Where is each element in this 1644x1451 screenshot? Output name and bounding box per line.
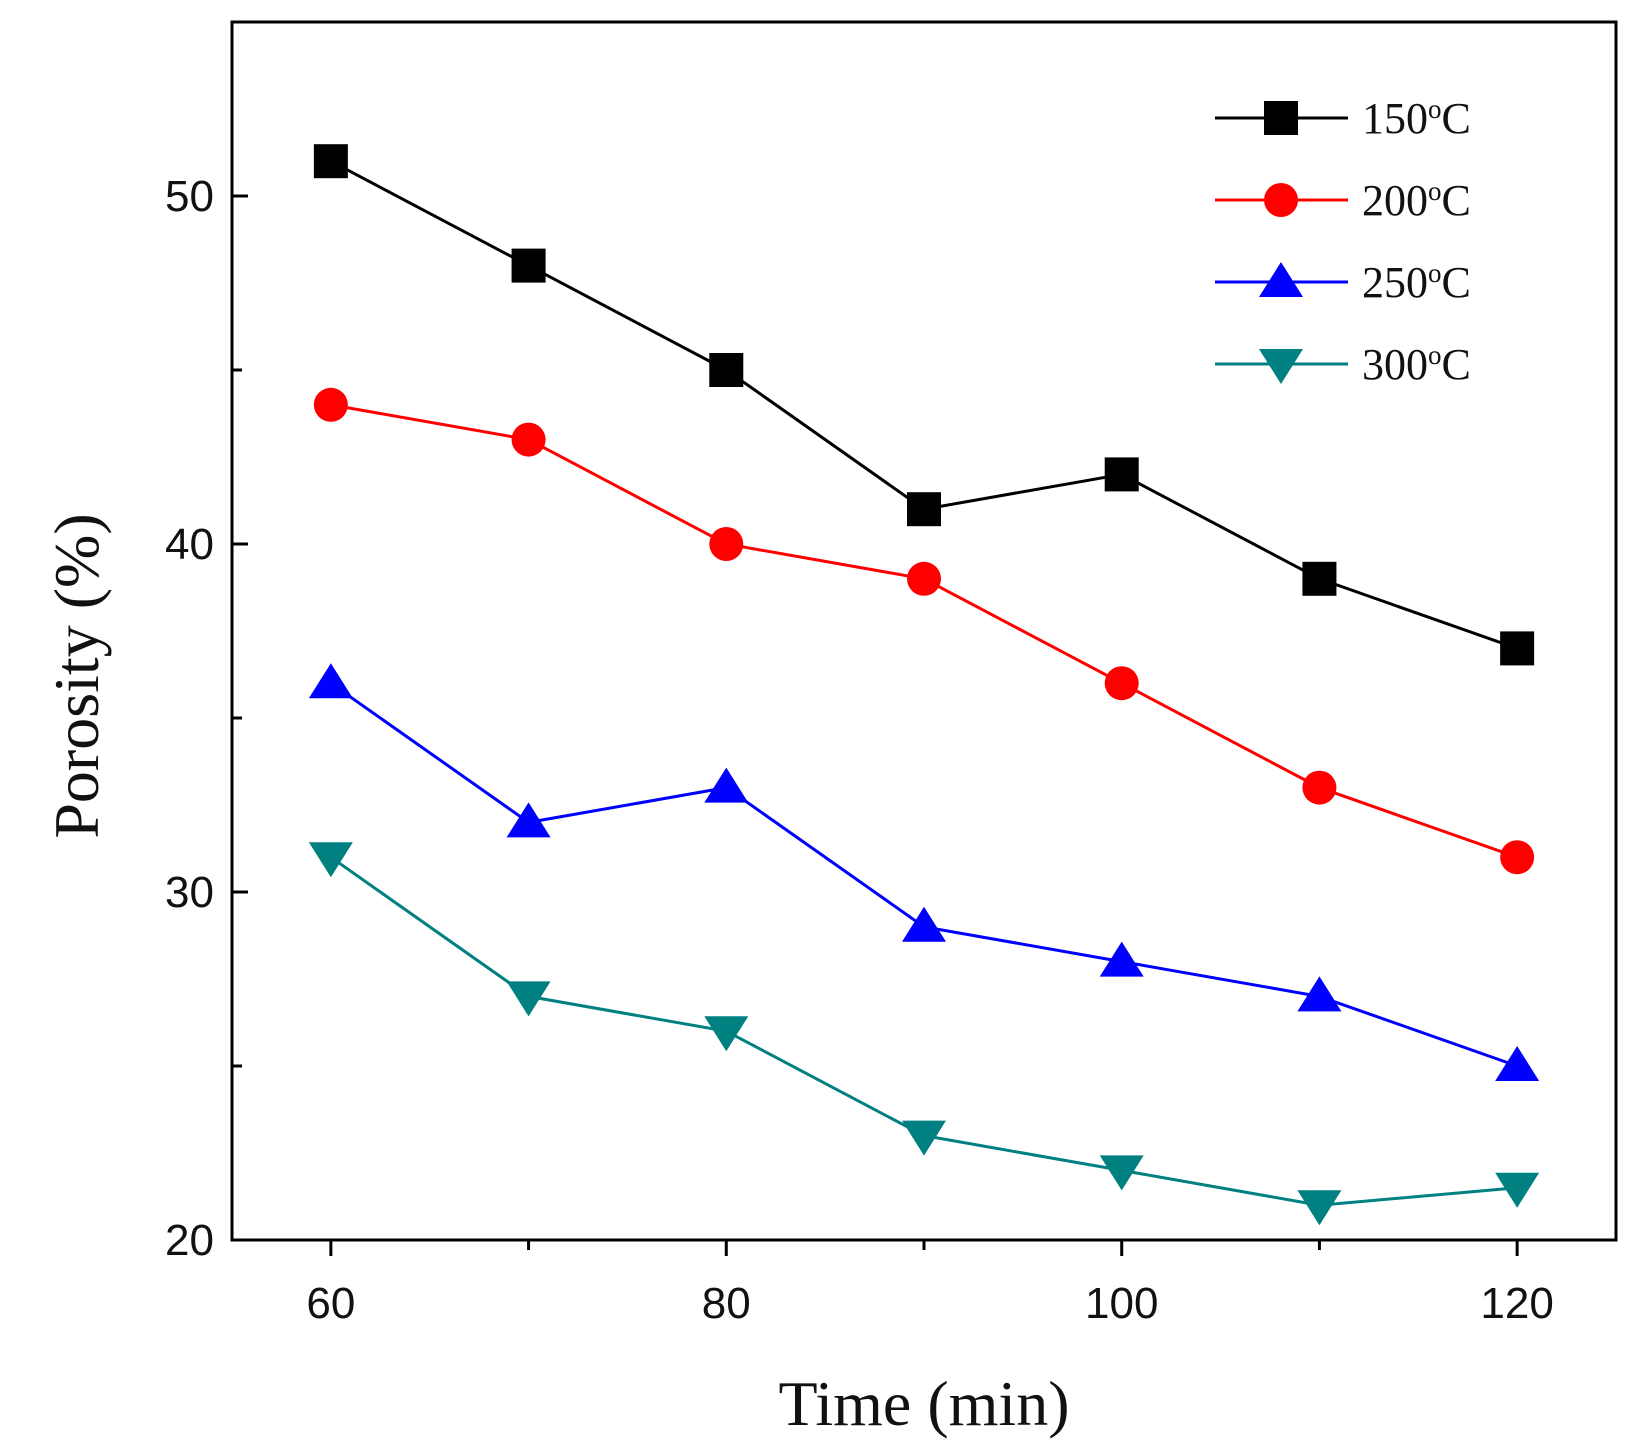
legend-marker [1264,183,1298,217]
legend-marker [1264,101,1298,135]
data-point [511,248,546,283]
x-tick-label: 120 [1480,1279,1553,1328]
legend-label: 250oC [1362,258,1471,307]
legend-label: 300oC [1362,340,1471,389]
data-point [506,981,551,1017]
data-point [313,387,348,422]
data-point [1500,840,1535,875]
legend-degree-mark: o [1428,258,1442,288]
y-tick-label: 20 [165,1216,214,1265]
series-layer [308,144,1540,1226]
x-tick-label: 80 [702,1279,751,1328]
legend-unit: C [1442,94,1471,143]
data-point [907,492,941,527]
legend-label: 150oC [1362,94,1471,143]
series-2 [313,387,1535,875]
series-3 [308,663,1540,1081]
series-1 [313,144,1535,666]
data-point [1500,631,1535,666]
data-point [1104,666,1139,701]
legend-item-2: 200oC [1215,176,1471,225]
data-point [308,663,353,699]
legend-label: 200oC [1362,176,1471,225]
data-point [313,144,348,179]
data-point [704,767,749,803]
axis-ticks-layer: 20 30 40 50 60 80 100 120 [165,20,1554,1328]
legend-marker [1259,349,1303,384]
data-point [902,1120,946,1156]
data-point [709,353,744,387]
legend-value: 200 [1362,176,1428,225]
legend-unit: C [1442,340,1471,389]
data-point [709,527,744,561]
data-point [902,906,946,942]
series-4 [308,842,1540,1226]
data-point [907,561,941,596]
data-point [1302,561,1337,596]
data-point [1297,976,1342,1012]
legend-degree-mark: o [1428,94,1442,124]
legend-unit: C [1442,258,1471,307]
x-tick-label: 100 [1085,1279,1158,1328]
data-point [1099,941,1144,977]
data-point [1099,1155,1144,1191]
y-tick-label: 40 [165,520,214,569]
data-point [506,802,551,838]
legend-item-3: 250oC [1215,258,1471,307]
y-axis-title: Porosity (%) [41,513,112,838]
legend-marker [1259,262,1303,297]
data-point [308,842,353,878]
x-axis-title: Time (min) [779,1368,1070,1439]
data-point [511,422,546,457]
x-tick-label: 60 [306,1279,355,1328]
legend-value: 300 [1362,340,1428,389]
legend-degree-mark: o [1428,340,1442,370]
y-tick-label: 30 [165,868,214,917]
data-point [1495,1172,1540,1208]
data-point [704,1016,749,1052]
legend-value: 250 [1362,258,1428,307]
legend-degree-mark: o [1428,176,1442,206]
legend-unit: C [1442,176,1471,225]
data-point [1297,1190,1342,1226]
plot-area-frame [230,20,1618,1242]
legend-value: 150 [1362,94,1428,143]
data-point [1302,770,1337,805]
y-tick-label: 50 [165,172,214,221]
data-point [1495,1046,1540,1081]
legend-item-1: 150oC [1215,94,1471,143]
data-point [1104,457,1139,492]
legend-item-4: 300oC [1215,340,1471,389]
